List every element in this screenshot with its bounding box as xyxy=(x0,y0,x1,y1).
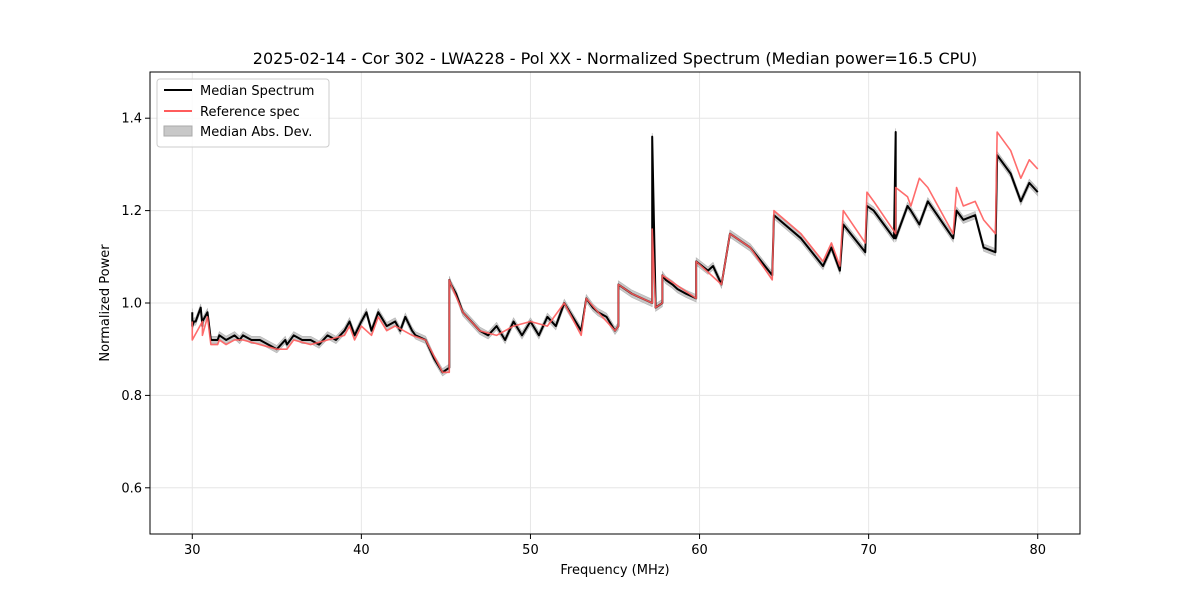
x-tick-label: 80 xyxy=(1029,543,1046,558)
legend-box xyxy=(156,78,330,148)
legend-mad-label: Median Abs. Dev. xyxy=(200,125,312,140)
ticks: 30 40 50 60 70 80 0.6 0.8 1.0 1.2 1.4 xyxy=(121,112,1046,558)
y-tick-label: 1.4 xyxy=(121,112,142,127)
mad-band xyxy=(191,128,1039,377)
plot-area xyxy=(191,128,1039,377)
x-tick-label: 40 xyxy=(353,543,370,558)
legend-mad-swatch xyxy=(163,125,193,137)
y-tick-label: 0.6 xyxy=(121,481,142,496)
y-tick-label: 0.8 xyxy=(121,389,142,404)
y-tick-label: 1.2 xyxy=(121,204,142,219)
x-tick-label: 30 xyxy=(184,543,201,558)
chart-title: 2025-02-14 - Cor 302 - LWA228 - Pol XX -… xyxy=(253,49,977,68)
reference-spectrum-line xyxy=(191,131,1039,374)
legend-median-label: Median Spectrum xyxy=(200,84,314,99)
legend: Median Spectrum Reference spec Median Ab… xyxy=(156,78,330,148)
x-tick-label: 70 xyxy=(860,543,877,558)
y-tick-label: 1.0 xyxy=(121,297,142,312)
legend-reference-label: Reference spec xyxy=(200,105,300,120)
x-tick-label: 50 xyxy=(522,543,539,558)
x-axis-label: Frequency (MHz) xyxy=(560,563,669,578)
y-axis-label: Normalized Power xyxy=(98,244,113,362)
x-tick-label: 60 xyxy=(691,543,708,558)
